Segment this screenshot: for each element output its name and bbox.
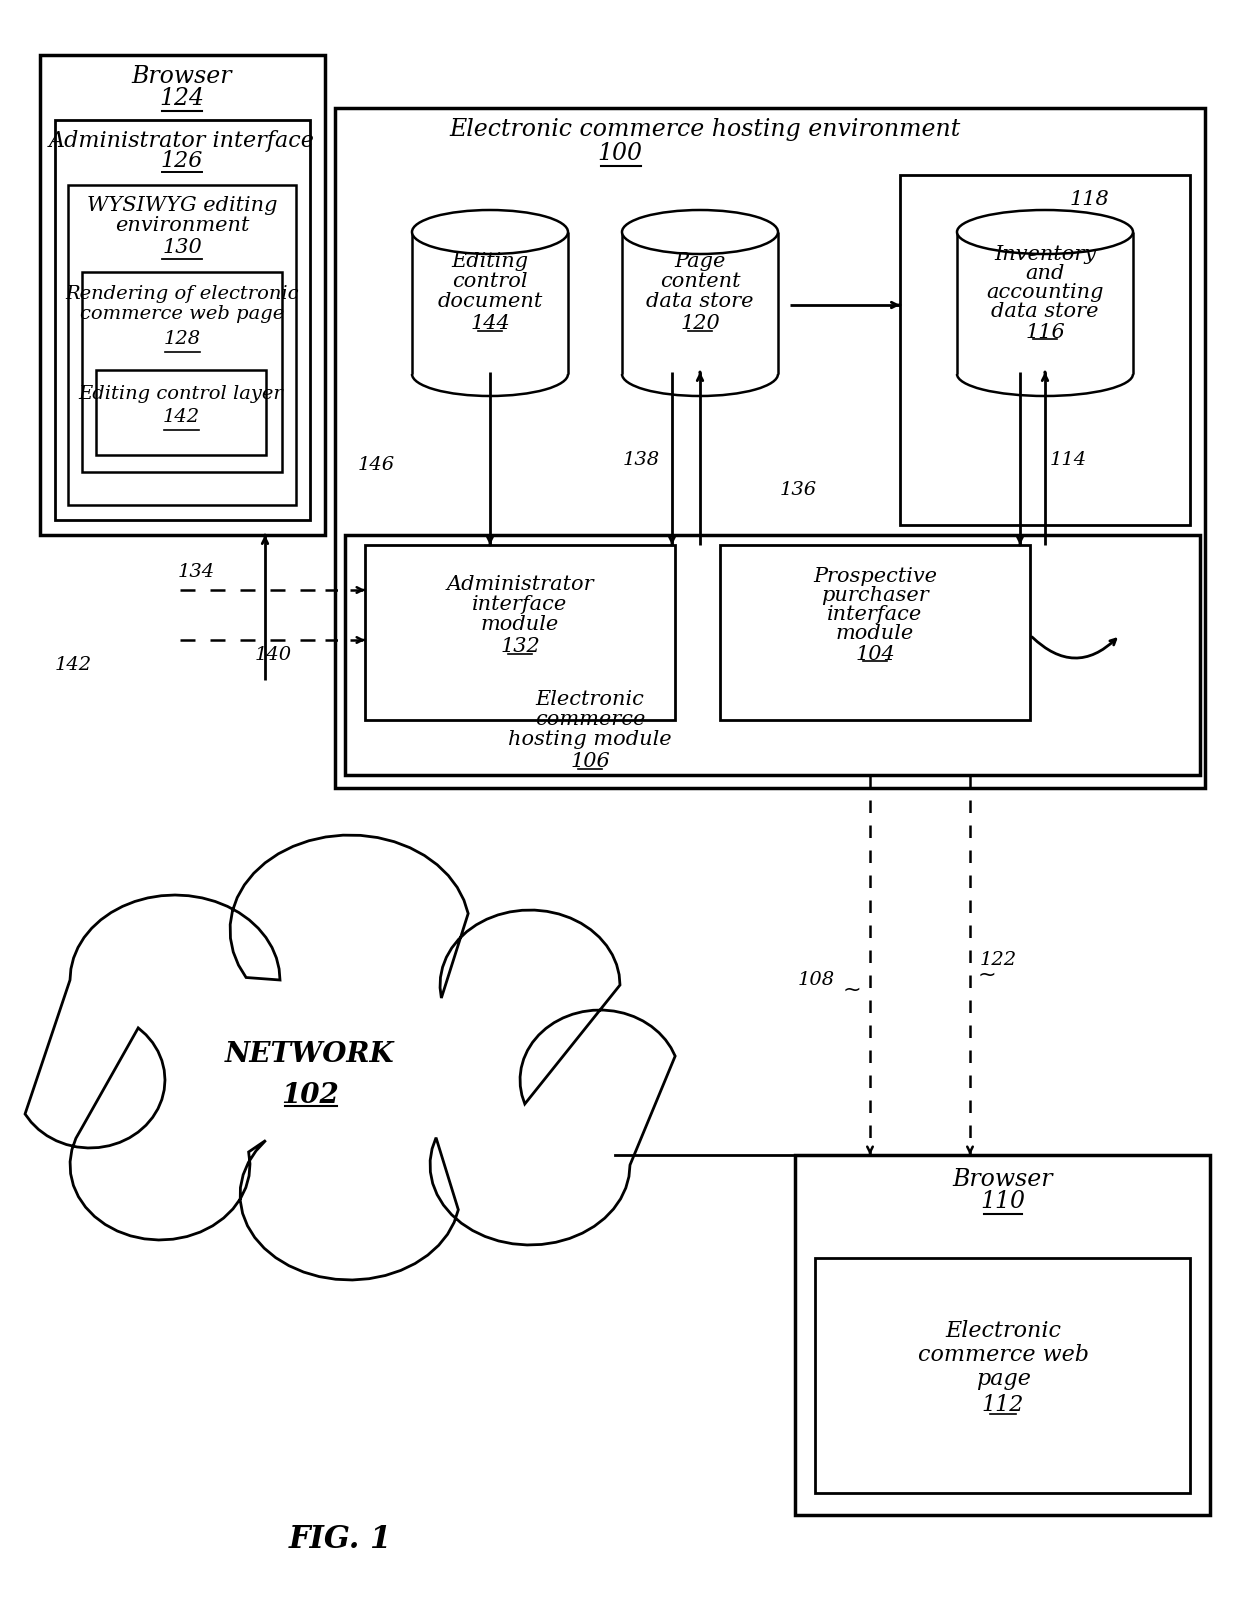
- Text: 144: 144: [470, 314, 510, 332]
- Text: interface: interface: [472, 595, 568, 614]
- Text: Electronic: Electronic: [536, 691, 645, 708]
- Bar: [900, 175, 1190, 525]
- Text: Editing: Editing: [451, 251, 528, 271]
- Bar: [412, 232, 568, 374]
- Bar: [365, 545, 675, 720]
- Text: Electronic: Electronic: [945, 1319, 1061, 1342]
- Bar: [622, 232, 777, 374]
- Text: ~: ~: [978, 964, 997, 986]
- Bar: [720, 545, 1030, 720]
- Text: 108: 108: [797, 971, 835, 989]
- Text: 118: 118: [1070, 190, 1110, 209]
- Bar: [345, 535, 1200, 775]
- Text: interface: interface: [827, 605, 923, 624]
- Text: Inventory: Inventory: [994, 245, 1096, 264]
- Bar: [957, 232, 1133, 374]
- Text: commerce web: commerce web: [918, 1344, 1089, 1367]
- Ellipse shape: [957, 211, 1133, 254]
- Text: FIG. 1: FIG. 1: [289, 1524, 392, 1556]
- Text: 102: 102: [281, 1081, 339, 1109]
- Text: hosting module: hosting module: [508, 729, 672, 749]
- Text: 106: 106: [570, 752, 610, 772]
- Text: module: module: [481, 614, 559, 634]
- Text: 114: 114: [1050, 451, 1087, 468]
- Text: data store: data store: [991, 302, 1099, 321]
- Text: 124: 124: [160, 88, 205, 110]
- Bar: [795, 1156, 1210, 1516]
- Text: 116: 116: [1025, 323, 1065, 342]
- Text: document: document: [438, 292, 543, 311]
- Bar: [815, 1258, 1190, 1493]
- Text: NETWORK: NETWORK: [226, 1042, 394, 1068]
- Text: 104: 104: [856, 645, 895, 665]
- Bar: [335, 109, 1205, 788]
- Text: 130: 130: [162, 238, 202, 258]
- Text: 126: 126: [161, 151, 203, 172]
- Text: Electronic commerce hosting environment: Electronic commerce hosting environment: [449, 118, 961, 141]
- Bar: [40, 55, 325, 535]
- Text: data store: data store: [646, 292, 754, 311]
- Text: environment: environment: [115, 216, 249, 235]
- Text: 146: 146: [358, 456, 396, 473]
- Text: accounting: accounting: [986, 284, 1104, 302]
- Text: Prospective: Prospective: [813, 567, 937, 587]
- Polygon shape: [25, 835, 675, 1281]
- Text: content: content: [660, 272, 740, 292]
- Text: Editing control layer: Editing control layer: [78, 386, 284, 404]
- Ellipse shape: [412, 211, 568, 254]
- Bar: [68, 185, 296, 506]
- Text: Administrator interface: Administrator interface: [50, 130, 315, 152]
- Bar: [82, 272, 281, 472]
- Text: Page: Page: [675, 251, 725, 271]
- Text: commerce: commerce: [534, 710, 645, 729]
- Text: Browser: Browser: [131, 65, 232, 88]
- Text: 136: 136: [780, 481, 817, 499]
- Text: 134: 134: [177, 562, 215, 580]
- Text: page: page: [976, 1368, 1030, 1389]
- Text: Administrator: Administrator: [446, 575, 594, 593]
- Text: purchaser: purchaser: [821, 587, 929, 605]
- Bar: [95, 370, 267, 456]
- Text: commerce web page: commerce web page: [79, 305, 284, 323]
- Text: 140: 140: [255, 647, 293, 665]
- Text: WYSIWYG editing: WYSIWYG editing: [87, 196, 278, 216]
- Text: module: module: [836, 624, 914, 644]
- Text: 122: 122: [980, 952, 1017, 969]
- Text: 142: 142: [162, 408, 200, 426]
- Text: 128: 128: [164, 331, 201, 349]
- Bar: [55, 120, 310, 520]
- Text: 138: 138: [622, 451, 660, 468]
- Text: 142: 142: [55, 657, 92, 674]
- Text: ~: ~: [843, 981, 862, 1000]
- Text: 100: 100: [598, 143, 642, 165]
- Text: and: and: [1025, 264, 1065, 284]
- Ellipse shape: [622, 211, 777, 254]
- Text: Rendering of electronic: Rendering of electronic: [66, 285, 299, 303]
- Text: Browser: Browser: [952, 1169, 1053, 1191]
- Text: 112: 112: [982, 1394, 1024, 1417]
- Text: 120: 120: [680, 314, 720, 332]
- Text: 110: 110: [981, 1190, 1025, 1213]
- Text: control: control: [453, 272, 528, 292]
- Text: 132: 132: [500, 637, 539, 657]
